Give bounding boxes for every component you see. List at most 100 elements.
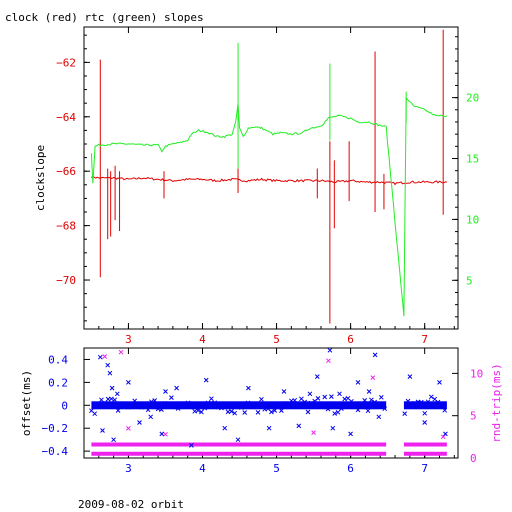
offset-point <box>269 409 274 415</box>
offset-point <box>418 399 424 405</box>
rnd-trip-point <box>126 426 131 431</box>
top-y-tick-label: −64 <box>56 111 76 124</box>
offset-point <box>222 404 228 410</box>
offset-point <box>148 414 154 420</box>
offset-point <box>142 402 148 408</box>
offset-point <box>249 404 254 410</box>
bottom-x-tick-label: 4 <box>199 462 206 475</box>
offset-point <box>330 425 336 431</box>
top-x-tick-label: 5 <box>273 333 280 346</box>
offset-point <box>246 385 251 391</box>
offset-point <box>339 406 344 412</box>
offset-point <box>443 431 448 437</box>
bottom-plot-frame <box>83 347 459 459</box>
offset-point <box>97 354 103 360</box>
offset-point <box>109 385 115 391</box>
offset-point <box>382 406 388 412</box>
bottom-axes: 3 4 5 6 7 0.4 0.2 0 −0.2 −0.4 0 5 10 <box>42 348 483 475</box>
offset-point <box>322 394 328 400</box>
offset-point <box>442 407 448 413</box>
offset-point <box>135 402 141 408</box>
offset-point <box>202 405 208 411</box>
offset-point <box>281 389 287 394</box>
offset-point <box>145 407 151 413</box>
top-x-tick-label: 7 <box>421 333 428 346</box>
offset-point <box>402 411 408 416</box>
offset-point <box>245 400 251 406</box>
offset-point <box>159 407 164 412</box>
offset-point <box>332 411 338 416</box>
bottom-x-tick-label: 3 <box>125 462 132 475</box>
top-y-tick-label: −66 <box>56 165 76 178</box>
bottom-y-tick-label: 0.4 <box>48 353 68 366</box>
offset-point <box>327 347 333 353</box>
bottom-y2-tick-label: 0 <box>470 452 477 465</box>
offset-point <box>232 410 238 416</box>
top-x-tick-label: 6 <box>347 333 354 346</box>
offset-point <box>259 396 264 402</box>
footer-label: 2009-08-02 orbit <box>78 498 184 511</box>
offset-point <box>359 402 364 408</box>
top-x-tick-label: 3 <box>125 333 132 346</box>
bottom-x-tick-label: 7 <box>421 462 428 475</box>
bottom-series <box>89 347 448 456</box>
bottom-y-tick-label: 0.2 <box>48 376 68 389</box>
top-series <box>90 29 448 324</box>
top-y2-tick-label: 5 <box>466 274 473 287</box>
offset-point <box>129 402 134 407</box>
top-panel: 3 4 5 6 7 −62 −64 −66 −68 −70 5 10 15 20 clockslope <box>34 26 479 346</box>
offset-point <box>375 401 381 407</box>
offset-point <box>342 396 348 402</box>
offset-point <box>189 401 194 407</box>
offset-point <box>132 398 138 404</box>
offset-point <box>372 352 378 358</box>
top-y2-tick-label: 15 <box>466 153 479 166</box>
offset-point <box>115 408 121 413</box>
rnd-trip-point <box>370 375 376 380</box>
offset-point <box>235 403 241 409</box>
offset-point <box>438 401 444 407</box>
bottom-panel: 3 4 5 6 7 0.4 0.2 0 −0.2 −0.4 0 5 10 offset(ms) rnd-… <box>20 347 503 475</box>
offset-point <box>352 402 358 407</box>
rnd-trip-point <box>326 358 331 364</box>
offset-point <box>279 408 284 413</box>
offset-point <box>275 404 281 409</box>
offset-point <box>292 397 298 403</box>
top-y2-tick-label: 10 <box>466 213 479 226</box>
offset-point <box>139 404 144 410</box>
offset-point <box>305 409 311 415</box>
offset-point <box>209 396 214 402</box>
offset-point <box>175 406 181 411</box>
offset-point <box>239 405 244 410</box>
offset-point <box>174 385 179 391</box>
offset-point <box>162 400 168 406</box>
offset-point <box>92 411 98 417</box>
bottom-y-axis-label: offset(ms) <box>20 370 33 436</box>
offset-point <box>235 437 241 443</box>
offset-point <box>114 391 120 397</box>
offset-point <box>203 377 209 383</box>
offset-point <box>172 401 178 407</box>
offset-point <box>119 401 124 407</box>
offset-point <box>149 399 154 405</box>
top-y2-tick-label: 20 <box>466 92 479 105</box>
offset-point <box>112 397 118 403</box>
rnd-trip-point <box>102 354 108 359</box>
offset-point <box>182 401 188 407</box>
offset-point <box>376 414 382 420</box>
offset-point <box>122 403 128 409</box>
offset-point <box>337 391 342 397</box>
offset-point <box>107 370 113 376</box>
offset-point <box>152 398 158 403</box>
bottom-y-tick-label: 0 <box>61 399 68 412</box>
top-y-tick-label: −70 <box>56 274 76 287</box>
offset-point <box>362 398 368 403</box>
bottom-y2-tick-label: 10 <box>470 367 483 380</box>
offset-point <box>325 406 331 412</box>
bottom-x-tick-label: 6 <box>347 462 354 475</box>
offset-point <box>366 389 372 394</box>
offset-point <box>95 401 101 407</box>
offset-point <box>407 374 413 379</box>
bottom-y2-axis-label: rnd-trip(ms) <box>490 363 503 442</box>
